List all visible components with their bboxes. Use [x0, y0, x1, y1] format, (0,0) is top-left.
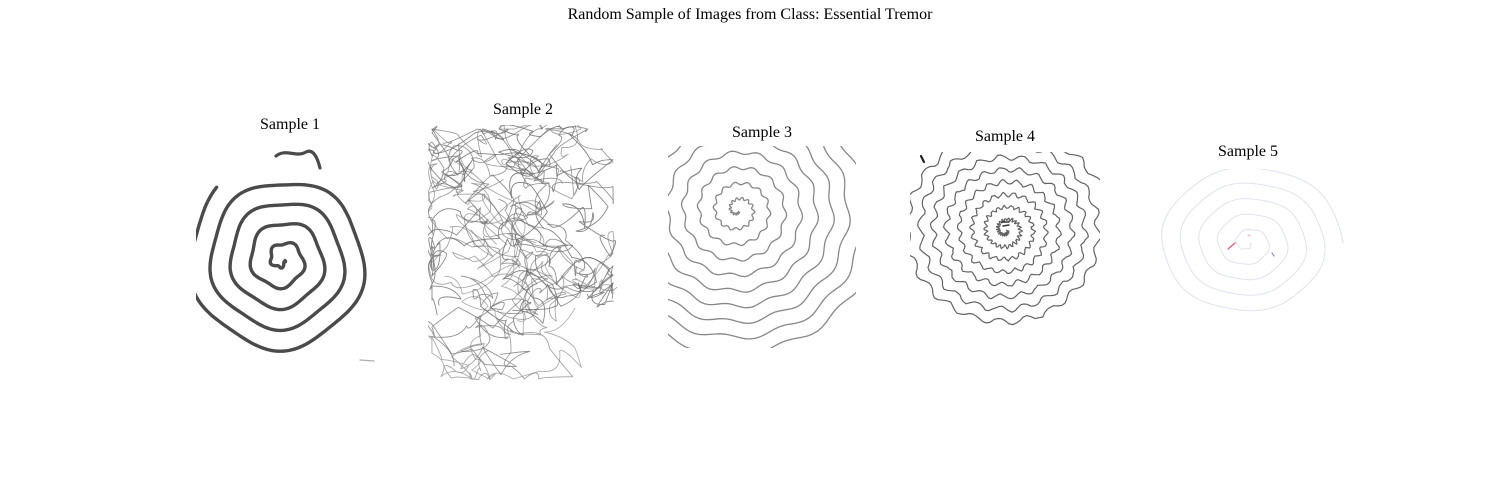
figure-title: Random Sample of Images from Class: Esse… [567, 6, 933, 23]
sample-image-4 [910, 152, 1100, 326]
scribble-stroke [490, 125, 569, 247]
scribble-stroke [430, 275, 509, 367]
sample-image-1 [196, 149, 375, 362]
spiral-tail [274, 149, 322, 170]
stray-mark [919, 154, 926, 164]
sample-panel-5: Sample 5 [1150, 143, 1346, 333]
scribble-stroke [428, 125, 509, 188]
sample-title-1: Sample 1 [260, 116, 320, 133]
red-mark [1227, 242, 1236, 250]
scribble-stroke [428, 143, 545, 277]
scribble-stroke [497, 231, 615, 322]
stray-mark [359, 359, 375, 362]
sample-panel-1: Sample 1 [196, 116, 384, 372]
scribble-stroke [508, 126, 614, 205]
sample-panel-3: Sample 3 [668, 124, 856, 350]
scribble-stroke [428, 198, 538, 376]
spiral-stroke [668, 146, 856, 348]
scribble-stroke [502, 256, 614, 324]
scribble-stroke [428, 207, 489, 316]
sample-image-3 [668, 146, 856, 348]
scribble-stroke [498, 125, 614, 260]
blue-mark [1271, 252, 1275, 257]
sample-panel-4: Sample 4 [910, 128, 1100, 340]
scribble-stroke [461, 296, 582, 380]
sample-title-3: Sample 3 [732, 124, 792, 141]
spiral-stroke [1161, 169, 1344, 312]
scribble-stroke [428, 141, 515, 235]
scribble-stroke [526, 184, 617, 308]
spiral-stroke [196, 182, 367, 353]
scribble-stroke [444, 217, 618, 315]
sample-title-4: Sample 4 [975, 128, 1035, 145]
sample-image-2 [428, 125, 618, 380]
center-mark [1001, 221, 1010, 227]
scribble-stroke [546, 224, 614, 307]
red-dot [1247, 234, 1251, 237]
spiral-stroke [910, 152, 1100, 326]
sample-image-5 [1161, 169, 1344, 312]
sample-title-2: Sample 2 [493, 101, 553, 118]
sample-panel-2: Sample 2 [428, 101, 618, 386]
sample-title-5: Sample 5 [1218, 143, 1278, 160]
